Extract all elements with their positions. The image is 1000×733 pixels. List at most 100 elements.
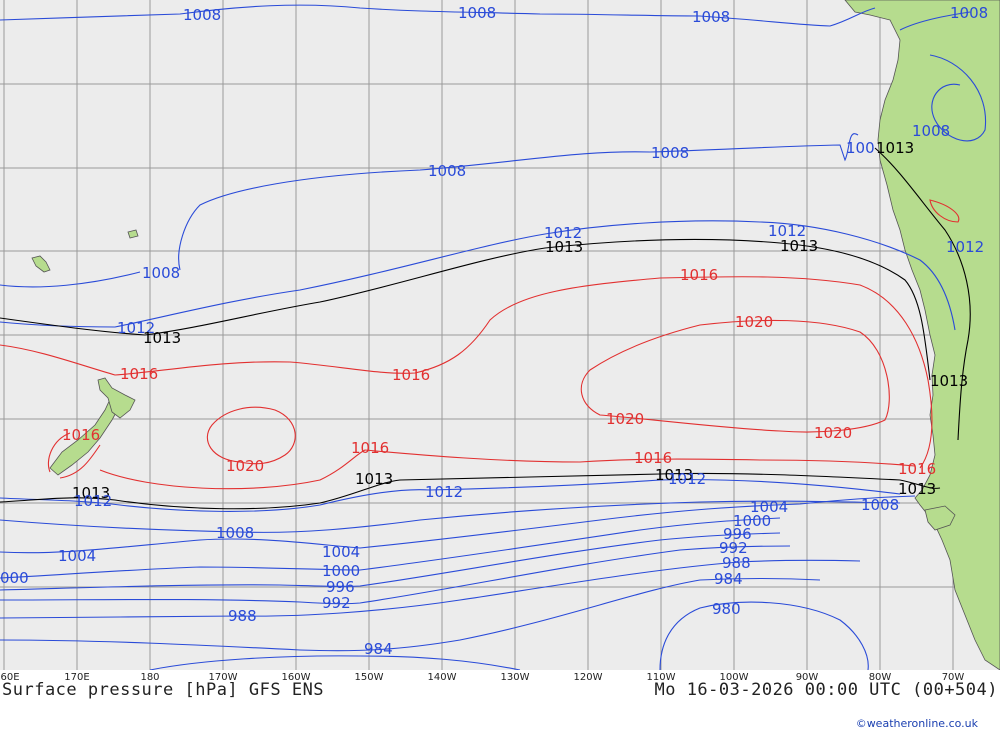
isobar-label: 988 (228, 607, 257, 625)
longitude-label: 140W (427, 672, 457, 683)
isobar-label: 1012 (946, 238, 984, 256)
isobar-1000 (0, 517, 781, 579)
isobar-1016-south (47, 432, 916, 490)
isobar-label: 984 (364, 640, 393, 658)
longitude-label: 150W (354, 672, 384, 683)
longitude-label: 170W (208, 672, 238, 683)
longitude-label: 170E (64, 672, 90, 683)
isobar-label: 1000 (733, 512, 771, 530)
isobar-low-lower (149, 655, 521, 670)
isobar-label: 100 (846, 139, 875, 157)
isobar-label: 1013 (930, 372, 968, 390)
isobar-label: 1020 (735, 313, 773, 331)
isobar-1012-south (0, 479, 901, 512)
isobar-label: 992 (719, 539, 748, 557)
isobar-label: 1013 (143, 329, 181, 347)
isobar-label: 1013 (780, 237, 818, 255)
isobar-label: 988 (722, 554, 751, 572)
isobar-label: 1013 (72, 484, 110, 502)
longitude-label: 180 (140, 672, 160, 683)
longitude-label: 110W (646, 672, 676, 683)
isobar-label: 1008 (692, 8, 730, 26)
isobar-label: 1004 (322, 543, 360, 561)
isobar-1016-main (0, 276, 933, 469)
longitude-label: 160W (281, 672, 311, 683)
isobar-label: 1020 (606, 410, 644, 428)
isobar-label: 1000 (322, 562, 360, 580)
isobar-label: 1016 (680, 266, 718, 284)
longitude-label: 80W (868, 672, 892, 683)
isobar-label: 1013 (655, 466, 693, 484)
isobar-1020-andes (929, 199, 960, 223)
map-title: Surface pressure [hPa] GFS ENS (2, 680, 325, 700)
isobar-label: 1008 (216, 524, 254, 542)
isobar-1008-andes (899, 11, 987, 142)
isobar-1008-south (0, 271, 141, 288)
map-grid (0, 0, 1000, 670)
isobar-label: 000 (0, 569, 29, 587)
site-credit-link[interactable]: ©weatheronline.co.uk (855, 717, 978, 730)
isobar-label: 1008 (861, 496, 899, 514)
isobar-label: 1016 (898, 460, 936, 478)
isobar-1013-south (0, 472, 941, 510)
isobar-1008-north (0, 4, 876, 27)
map-footer: 60E 170E 180 170W 160W 150W 140W 130W 120W 110W 10… (0, 670, 1000, 733)
isobar-label: 1020 (226, 457, 264, 475)
isobar-1020-east (580, 319, 890, 433)
isobar-label: 1012 (425, 483, 463, 501)
isobar-labels: 1008 1008 1008 1008 1008 1008 1008 100 1… (0, 4, 988, 658)
isobar-1004 (0, 495, 916, 554)
isobar-label: 984 (714, 570, 743, 588)
isobar-996 (0, 532, 781, 591)
isobar-label: 1012 (74, 492, 112, 510)
isobar-label: 1012 (668, 470, 706, 488)
isobar-label: 1016 (634, 449, 672, 467)
isobar-1008-mid (178, 133, 859, 271)
isobar-980 (659, 601, 869, 670)
isobar-988 (0, 559, 861, 619)
longitude-label: 60E (0, 672, 20, 683)
isobar-label: 1008 (428, 162, 466, 180)
longitude-label: 90W (795, 672, 819, 683)
isobar-label: 1008 (183, 6, 221, 24)
isobar-label: 1012 (117, 319, 155, 337)
isobar-label: 1013 (898, 480, 936, 498)
isobars (0, 4, 987, 670)
longitude-label: 130W (500, 672, 530, 683)
isobar-label: 1008 (458, 4, 496, 22)
valid-time: Mo 16-03-2026 00:00 UTC (00+504) (654, 680, 998, 700)
isobar-label: 1013 (355, 470, 393, 488)
isobar-label: 1008 (912, 122, 950, 140)
longitude-label: 70W (941, 672, 965, 683)
fiji-islands (31, 255, 51, 273)
longitude-label: 120W (573, 672, 603, 683)
isobar-1013-andes (874, 147, 971, 441)
isobar-label: 1016 (392, 366, 430, 384)
isobar-992 (0, 545, 791, 605)
isobar-1008-south2 (0, 500, 901, 533)
isobar-label: 996 (326, 578, 355, 596)
isobar-label: 980 (712, 600, 741, 618)
isobar-label: 996 (723, 525, 752, 543)
tonga-island (127, 229, 139, 239)
land (31, 0, 1000, 670)
tierra-del-fuego (924, 505, 956, 531)
isobar-1013-north (0, 238, 931, 381)
isobar-label: 1012 (544, 224, 582, 242)
isobar-label: 1004 (58, 547, 96, 565)
isobar-label: 1008 (142, 264, 180, 282)
north-island-nz (97, 377, 136, 419)
isobar-label: 1016 (120, 365, 158, 383)
isobar-label: 1016 (351, 439, 389, 457)
isobar-label: 1004 (750, 498, 788, 516)
isobar-label: 1012 (768, 222, 806, 240)
isobar-label: 1020 (814, 424, 852, 442)
isobar-label: 1013 (876, 139, 914, 157)
isobar-label: 992 (322, 594, 351, 612)
isobar-1012-north (0, 220, 956, 331)
isobar-label: 1013 (545, 238, 583, 256)
isobar-label: 1008 (651, 144, 689, 162)
isobar-984 (0, 577, 821, 652)
isobar-label: 1016 (62, 426, 100, 444)
isobar-1020-west (206, 406, 296, 465)
